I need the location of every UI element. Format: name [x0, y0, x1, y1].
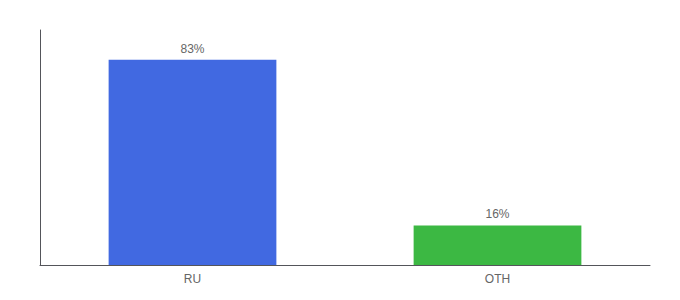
- svg-text:OTH: OTH: [485, 272, 510, 286]
- svg-text:83%: 83%: [180, 42, 204, 56]
- svg-text:RU: RU: [184, 272, 201, 286]
- svg-text:16%: 16%: [485, 207, 509, 221]
